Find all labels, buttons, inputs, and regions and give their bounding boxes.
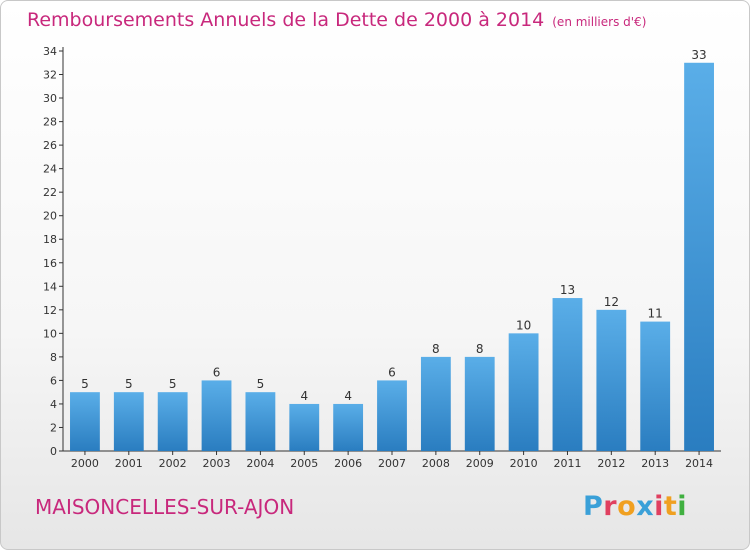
data-label: 4 bbox=[344, 389, 352, 403]
y-tick-label: 22 bbox=[43, 186, 57, 199]
bar-2012 bbox=[596, 309, 627, 451]
bar-2008 bbox=[420, 356, 451, 451]
x-tick-label: 2014 bbox=[685, 457, 713, 470]
bar-2005 bbox=[289, 403, 320, 451]
y-tick-label: 10 bbox=[43, 327, 57, 340]
x-tick-label: 2013 bbox=[641, 457, 669, 470]
chart-subtitle: (en milliers d'€) bbox=[552, 15, 647, 29]
x-tick-label: 2007 bbox=[378, 457, 406, 470]
bar-2004 bbox=[245, 392, 276, 451]
chart-title-text: Remboursements Annuels de la Dette de 20… bbox=[27, 9, 545, 31]
y-tick-label: 16 bbox=[43, 257, 57, 270]
x-tick-label: 2012 bbox=[597, 457, 625, 470]
y-tick-label: 12 bbox=[43, 304, 57, 317]
y-tick-label: 18 bbox=[43, 233, 57, 246]
data-label: 4 bbox=[300, 389, 308, 403]
x-tick-label: 2011 bbox=[553, 457, 581, 470]
commune-name: MAISONCELLES-SUR-AJON bbox=[35, 495, 295, 519]
data-label: 6 bbox=[213, 365, 221, 379]
data-label: 6 bbox=[388, 365, 396, 379]
y-tick-label: 14 bbox=[43, 280, 57, 293]
x-tick-label: 2004 bbox=[246, 457, 274, 470]
x-tick-label: 2002 bbox=[159, 457, 187, 470]
bar-2010 bbox=[508, 333, 539, 451]
x-tick-label: 2000 bbox=[71, 457, 99, 470]
bar-2003 bbox=[201, 380, 232, 451]
bar-2013 bbox=[640, 321, 671, 451]
y-tick-label: 20 bbox=[43, 210, 57, 223]
data-label: 8 bbox=[476, 342, 484, 356]
data-label: 10 bbox=[516, 318, 531, 332]
logo-letter: i bbox=[654, 491, 664, 522]
logo-letter: i bbox=[677, 491, 688, 522]
data-label: 12 bbox=[604, 295, 619, 309]
y-tick-label: 2 bbox=[50, 421, 57, 434]
y-tick-label: 8 bbox=[50, 351, 57, 364]
logo-letter: r bbox=[603, 491, 618, 522]
y-tick-label: 30 bbox=[43, 92, 57, 105]
logo-letter: x bbox=[636, 491, 655, 522]
y-tick-label: 0 bbox=[50, 445, 57, 458]
bar-2006 bbox=[333, 403, 364, 451]
x-tick-label: 2001 bbox=[115, 457, 143, 470]
bar-2009 bbox=[464, 356, 495, 451]
logo-letter: t bbox=[663, 491, 678, 522]
bar-2014 bbox=[684, 62, 714, 451]
x-tick-label: 2009 bbox=[466, 457, 494, 470]
data-label: 33 bbox=[691, 48, 706, 62]
y-tick-label: 28 bbox=[43, 116, 57, 129]
y-tick-label: 26 bbox=[43, 139, 57, 152]
y-tick-label: 4 bbox=[50, 398, 57, 411]
proxiti-logo: Proxiti bbox=[583, 491, 687, 522]
bar-2001 bbox=[113, 392, 144, 451]
data-label: 8 bbox=[432, 342, 440, 356]
chart-title: Remboursements Annuels de la Dette de 20… bbox=[27, 9, 646, 31]
x-tick-label: 2010 bbox=[510, 457, 538, 470]
bar-2002 bbox=[157, 392, 188, 451]
data-label: 5 bbox=[169, 377, 177, 391]
bars: 5 5 5 6 5 4 4 6 8 8 10 13 12 11 33 bbox=[70, 48, 714, 451]
y-tick-label: 24 bbox=[43, 163, 57, 176]
y-tick-label: 6 bbox=[50, 374, 57, 387]
x-tick-label: 2008 bbox=[422, 457, 450, 470]
bar-2007 bbox=[377, 380, 407, 451]
x-axis: 2000 2001 2002 2003 2004 2005 2006 2007 2008 2009… bbox=[63, 450, 721, 470]
bar-2011 bbox=[552, 298, 583, 451]
logo-letter: P bbox=[583, 491, 604, 522]
x-tick-label: 2003 bbox=[203, 457, 231, 470]
data-label: 11 bbox=[648, 307, 663, 321]
bar-2000 bbox=[70, 392, 100, 451]
data-label: 5 bbox=[125, 377, 133, 391]
x-tick-label: 2006 bbox=[334, 457, 362, 470]
data-label: 5 bbox=[257, 377, 265, 391]
y-tick-label: 32 bbox=[43, 69, 57, 82]
data-label: 13 bbox=[560, 283, 575, 297]
data-label: 5 bbox=[81, 377, 89, 391]
logo-letter: o bbox=[617, 491, 637, 522]
x-tick-label: 2005 bbox=[290, 457, 318, 470]
y-tick-label: 34 bbox=[43, 45, 57, 58]
